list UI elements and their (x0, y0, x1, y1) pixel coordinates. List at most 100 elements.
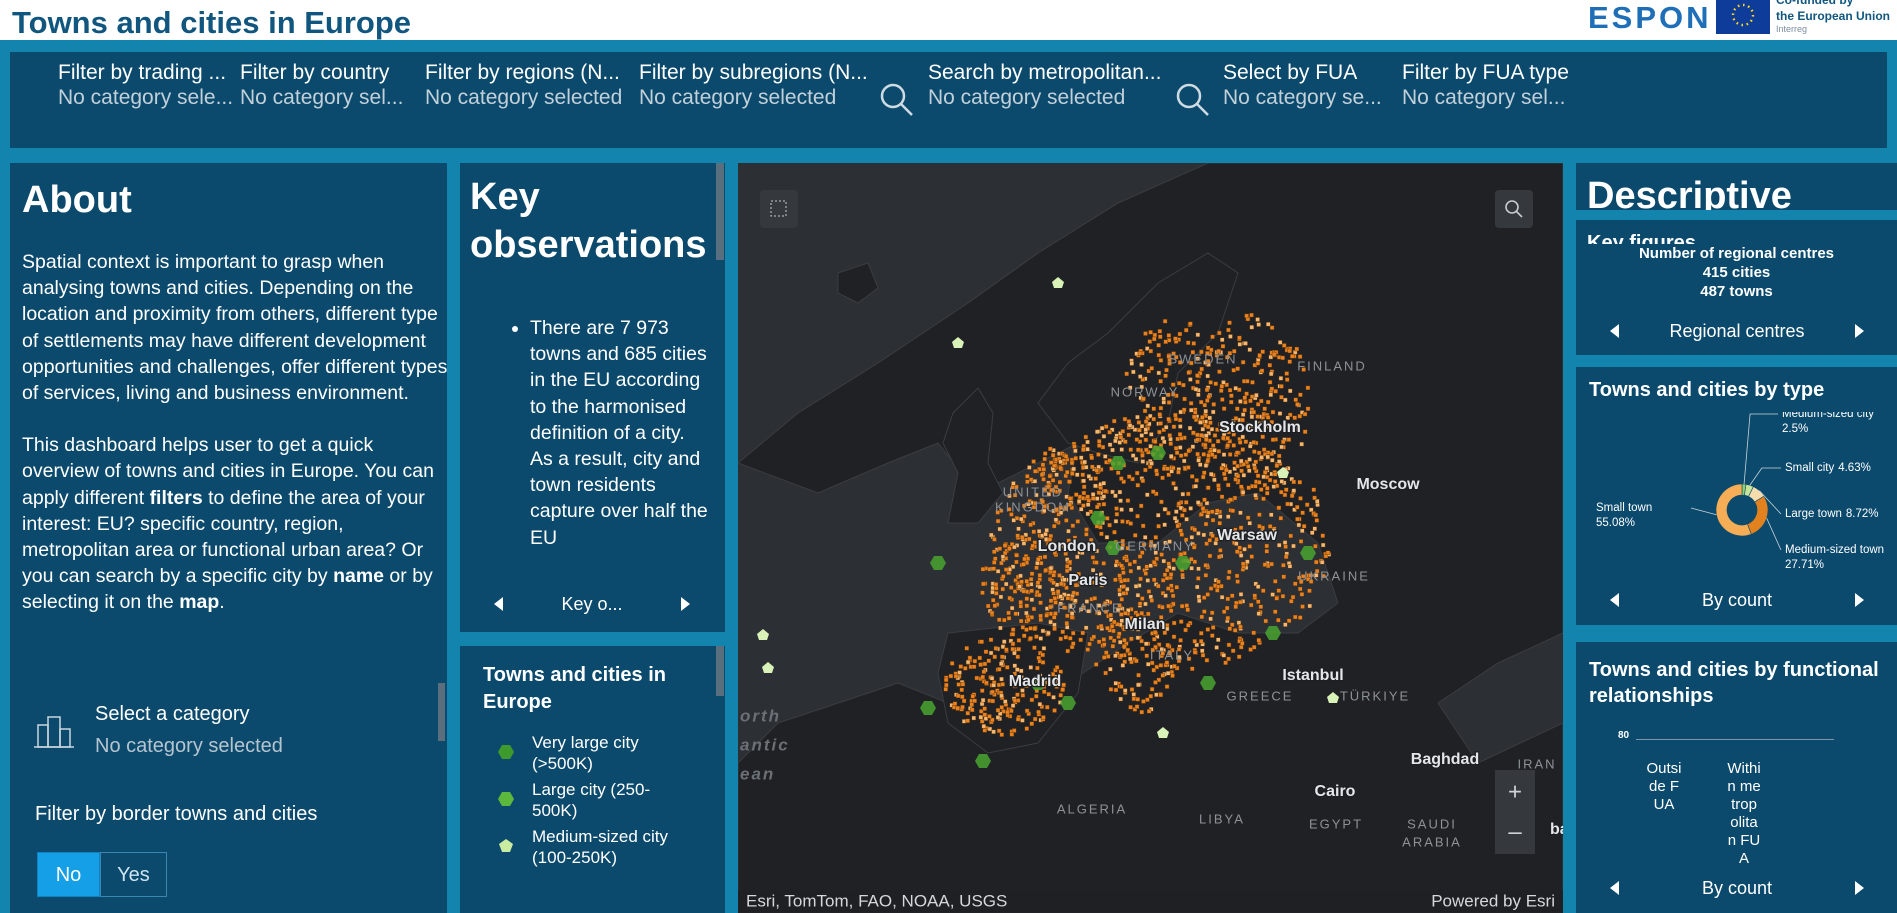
prev-button[interactable] (1610, 324, 1619, 338)
settlement-dot (1117, 603, 1122, 608)
zoom-in[interactable]: + (1508, 778, 1522, 805)
settlement-dot (1244, 391, 1249, 396)
settlement-dot (1325, 550, 1331, 555)
settlement-dot (1072, 577, 1077, 583)
filter-value[interactable]: No category se... (1223, 86, 1382, 109)
settlement-dot (1195, 432, 1200, 438)
settlement-dot (1069, 460, 1075, 466)
settlement-dot (1218, 514, 1223, 519)
filter-value[interactable]: No category selected (639, 86, 837, 109)
settlement-dot (1083, 434, 1089, 440)
select-tool[interactable] (760, 190, 798, 228)
option-yes[interactable]: Yes (100, 852, 167, 897)
settlement-dot (1164, 367, 1169, 373)
settlement-dot (1271, 528, 1277, 533)
scrollbar[interactable] (716, 646, 724, 696)
settlement-dot (960, 681, 966, 687)
settlement-dot (1174, 585, 1179, 590)
settlement-dot (1274, 463, 1280, 468)
filter-value[interactable]: No category selected (425, 86, 623, 109)
map-label: KINGDOM (995, 499, 1071, 514)
settlement-dot (1076, 499, 1082, 504)
settlement-dot (1076, 571, 1081, 577)
settlement-dot (1136, 672, 1141, 678)
settlement-dot (1210, 533, 1215, 538)
settlement-dot (1002, 543, 1008, 548)
settlement-dot (1231, 367, 1236, 373)
settlement-dot (1285, 501, 1290, 507)
settlement-dot (1265, 415, 1271, 420)
settlement-dot (1007, 493, 1012, 499)
settlement-dot (1136, 565, 1142, 571)
settlement-dot (952, 701, 958, 706)
settlement-dot (1018, 618, 1024, 624)
settlement-dot (1201, 532, 1207, 538)
scrollbar[interactable] (716, 163, 724, 260)
settlement-dot (1012, 671, 1017, 677)
scrollbar[interactable] (438, 683, 445, 741)
settlement-dot (978, 714, 984, 720)
settlement-dot (1312, 526, 1317, 531)
settlement-dot (998, 625, 1003, 631)
filter-value[interactable]: No category selected (928, 86, 1126, 109)
settlement-dot (1114, 559, 1119, 564)
settlement-dot (1117, 631, 1122, 636)
settlement-dot (1050, 541, 1056, 546)
filter-value[interactable]: No category sel... (1402, 86, 1566, 109)
option-no[interactable]: No (37, 852, 100, 897)
settlement-dot (1219, 388, 1224, 393)
prev-button[interactable] (1610, 881, 1619, 895)
settlement-dot (1113, 681, 1118, 686)
settlement-dot (1207, 415, 1212, 421)
settlement-dot (1053, 484, 1059, 490)
map-label: SAUDI (1407, 816, 1457, 831)
settlement-dot (1010, 485, 1015, 490)
settlement-dot (1166, 472, 1171, 477)
map-label: TÜRKIYE (1340, 688, 1410, 703)
settlement-dot (1012, 698, 1018, 703)
next-button[interactable] (1854, 881, 1864, 895)
axis-label: 80 (1618, 730, 1630, 741)
filter-value[interactable]: No category sele... (58, 86, 234, 109)
settlement-dot (1186, 340, 1191, 345)
prev-button[interactable] (494, 597, 503, 611)
settlement-dot (1041, 508, 1047, 514)
next-button[interactable] (1854, 593, 1864, 607)
settlement-dot (1135, 482, 1141, 488)
next-button[interactable] (1855, 324, 1864, 338)
settlement-dot (1075, 554, 1080, 560)
prev-button[interactable] (1610, 593, 1619, 607)
settlement-dot (1177, 432, 1183, 437)
settlement-dot (1108, 617, 1114, 622)
by-function-nav: By count (1594, 867, 1880, 909)
settlement-dot (1011, 518, 1016, 523)
settlement-dot (1191, 545, 1197, 550)
settlement-dot (964, 646, 969, 651)
next-button[interactable] (681, 597, 690, 611)
settlement-dot (1134, 470, 1140, 476)
settlement-dot (1311, 487, 1316, 492)
settlement-dot (1058, 601, 1063, 606)
settlement-dot (1234, 450, 1240, 455)
settlement-dot (1258, 604, 1264, 610)
map[interactable]: SWEDEN FINLAND NORWAY Stockholm Moscow UNITED… (738, 163, 1563, 913)
settlement-dot (1072, 535, 1078, 540)
zoom-out[interactable]: – (1508, 818, 1522, 845)
filter-value[interactable]: No category sel... (240, 86, 404, 109)
settlement-dot (1200, 648, 1205, 653)
settlement-dot (1295, 504, 1300, 510)
settlement-dot (1023, 532, 1029, 538)
search-tool[interactable] (1495, 190, 1533, 228)
settlement-dot (988, 637, 994, 642)
settlement-dot (1160, 475, 1165, 481)
settlement-dot (1227, 452, 1233, 457)
settlement-dot (1128, 447, 1134, 452)
settlement-dot (1264, 465, 1269, 471)
settlement-dot (1221, 653, 1227, 658)
settlement-dot (1257, 512, 1262, 517)
key-figures-nav: Regional centres (1594, 310, 1880, 352)
settlement-dot (1091, 634, 1097, 640)
settlement-dot (1145, 697, 1150, 702)
settlement-dot (1102, 642, 1107, 647)
settlement-dot (1106, 654, 1111, 659)
